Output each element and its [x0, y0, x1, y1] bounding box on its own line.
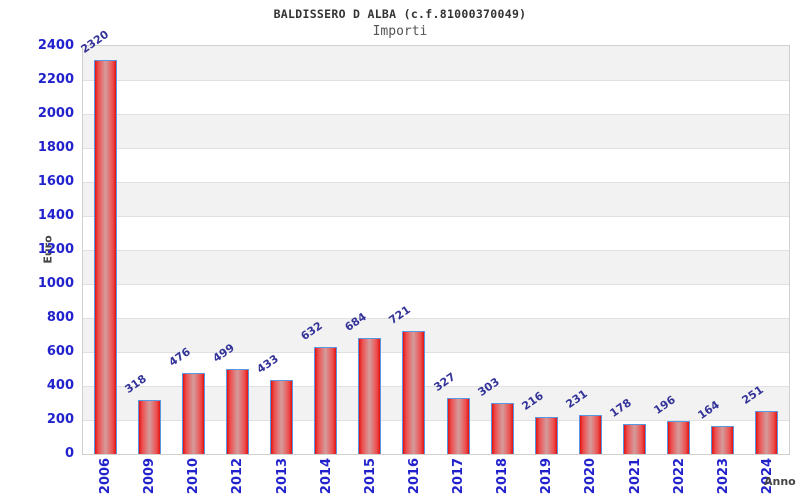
grid-band: [83, 46, 789, 80]
bar-2022: [667, 420, 691, 454]
chart-subtitle: Importi: [372, 24, 428, 39]
bar-2017: [446, 398, 470, 454]
plot-area: 2320 318 476 499 433 632 684 721 327 303 216 231 178…: [78, 27, 790, 455]
x-tick-label: 2019: [539, 457, 555, 495]
grid-band: [83, 80, 789, 114]
y-tick-label: 1600: [37, 174, 74, 189]
grid-line: [83, 352, 789, 353]
grid-band: [83, 284, 789, 318]
grid-band: [83, 318, 789, 352]
x-tick-label: 2010: [186, 457, 202, 495]
grid-band: [83, 216, 789, 250]
y-tick-label: 1000: [37, 276, 74, 291]
x-tick-label: 2006: [98, 457, 114, 495]
grid-band: [83, 114, 789, 148]
grid-line: [83, 386, 789, 387]
bar-2024: [755, 411, 779, 454]
grid-band: [83, 148, 789, 182]
x-tick-label: 2021: [627, 457, 643, 495]
bar-2012: [225, 369, 249, 454]
y-tick-label: 1200: [37, 242, 74, 257]
x-tick-label: 2022: [671, 457, 687, 495]
y-tick-label: 0: [64, 446, 74, 461]
y-tick-label: 2400: [37, 38, 74, 53]
chart-title: BALDISSERO D ALBA (c.f.81000370049): [273, 7, 527, 21]
grid-line: [83, 318, 789, 319]
grid-band: [83, 182, 789, 216]
bar-2013: [270, 380, 294, 454]
grid-line: [83, 216, 789, 217]
x-tick-label: 2018: [495, 457, 511, 495]
bar-2016: [402, 331, 426, 454]
x-tick-label: 2014: [318, 457, 334, 495]
x-tick-label: 2020: [583, 457, 599, 495]
y-tick-label: 2000: [37, 106, 74, 121]
bar-2014: [314, 346, 338, 454]
bar-2010: [181, 373, 205, 454]
y-tick-label: 1800: [37, 140, 74, 155]
grid-line: [83, 114, 789, 115]
bar-2019: [534, 417, 558, 454]
grid-line: [83, 80, 789, 81]
x-tick-label: 2017: [451, 457, 467, 495]
bar-2023: [711, 426, 735, 454]
grid-line: [83, 148, 789, 149]
y-tick-label: 1400: [37, 208, 74, 223]
bar-2006: [93, 59, 117, 454]
x-tick-label: 2016: [406, 457, 422, 495]
y-tick-label: 600: [46, 344, 74, 359]
x-axis-title: Anno: [764, 475, 796, 488]
bar-2020: [578, 414, 602, 454]
x-tick-label: 2012: [230, 457, 246, 495]
y-tick-label: 2200: [37, 72, 74, 87]
grid-line: [83, 250, 789, 251]
bar-2018: [490, 402, 514, 454]
grid-line: [83, 420, 789, 421]
grid-line: [83, 284, 789, 285]
bar-2009: [137, 399, 161, 454]
y-tick-label: 400: [46, 378, 74, 393]
grid-band: [83, 250, 789, 284]
x-tick-label: 2015: [362, 457, 378, 495]
x-tick-label: 2023: [715, 457, 731, 495]
y-tick-label: 200: [46, 412, 74, 427]
x-tick-label: 2009: [142, 457, 158, 495]
grid-line: [83, 182, 789, 183]
x-tick-label: 2013: [274, 457, 290, 495]
bar-2021: [623, 423, 647, 454]
y-tick-label: 800: [46, 310, 74, 325]
bar-2015: [358, 337, 382, 454]
